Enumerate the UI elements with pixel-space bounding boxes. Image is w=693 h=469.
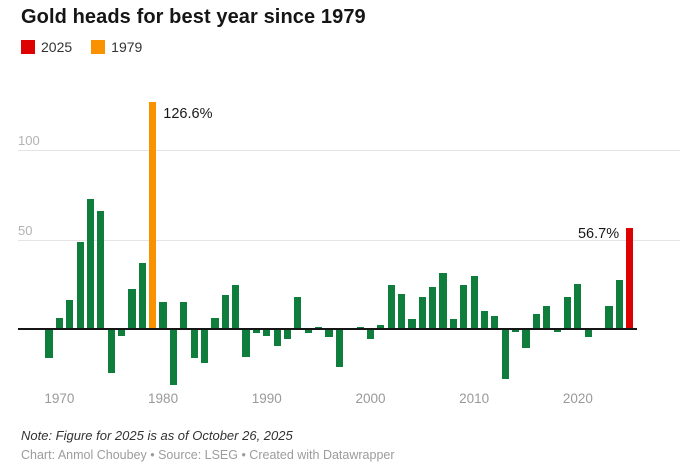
bar-1977[interactable] <box>128 288 136 329</box>
zero-baseline <box>18 328 638 330</box>
bar-2011[interactable] <box>480 310 489 329</box>
bar-2019[interactable] <box>563 296 572 329</box>
bar-2004[interactable] <box>408 319 416 329</box>
bar-2002[interactable] <box>387 284 395 329</box>
bar-1984[interactable] <box>200 329 209 364</box>
bar-1969[interactable] <box>45 329 53 359</box>
bar-1980[interactable] <box>159 301 167 329</box>
bar-1992[interactable] <box>283 329 292 340</box>
bar-2006[interactable] <box>429 287 437 329</box>
legend-label-1979: 1979 <box>111 39 143 55</box>
bar-2023[interactable] <box>605 305 613 329</box>
bar-2007[interactable] <box>439 272 447 329</box>
bar-1997[interactable] <box>335 329 343 368</box>
y-axis-tick-50: 50 <box>18 222 33 238</box>
bar-2008[interactable] <box>449 318 458 329</box>
legend-label-2025: 2025 <box>41 39 73 55</box>
bar-1981[interactable] <box>169 329 178 386</box>
bar-2017[interactable] <box>543 305 551 329</box>
bar-1973[interactable] <box>86 198 95 329</box>
bar-2014[interactable] <box>512 329 520 333</box>
bar-2009[interactable] <box>460 285 468 329</box>
annotation-2025: 56.7% <box>577 225 620 242</box>
bar-2021[interactable] <box>584 329 592 337</box>
legend-item-1979[interactable]: 1979 <box>91 39 142 55</box>
bar-1986[interactable] <box>221 294 229 329</box>
x-axis-tick-1990: 1990 <box>251 391 282 406</box>
bar-1972[interactable] <box>76 241 84 329</box>
bar-1976[interactable] <box>117 329 126 337</box>
bar-2020[interactable] <box>574 284 582 329</box>
x-axis-tick-2000: 2000 <box>355 391 386 406</box>
y-axis-tick-100: 100 <box>18 133 40 148</box>
bar-1979[interactable] <box>149 102 157 329</box>
bar-2010[interactable] <box>470 275 478 329</box>
x-axis-tick-1970: 1970 <box>44 391 75 406</box>
bar-2024[interactable] <box>615 280 623 329</box>
legend-swatch-2025 <box>21 40 35 54</box>
bar-2001[interactable] <box>377 324 385 329</box>
bar-2005[interactable] <box>418 297 426 329</box>
bar-1994[interactable] <box>304 329 312 333</box>
legend: 2025 1979 <box>21 39 161 55</box>
bar-2018[interactable] <box>553 329 561 332</box>
chart-title: Gold heads for best year since 1979 <box>21 6 366 28</box>
bar-1978[interactable] <box>138 262 146 329</box>
bar-1989[interactable] <box>252 329 260 333</box>
bar-2003[interactable] <box>397 294 406 329</box>
chart-note: Note: Figure for 2025 is as of October 2… <box>21 428 293 443</box>
bar-1985[interactable] <box>211 318 219 329</box>
bar-1988[interactable] <box>242 329 250 358</box>
bar-2015[interactable] <box>522 329 530 348</box>
bar-2016[interactable] <box>532 313 540 329</box>
bar-1987[interactable] <box>232 285 240 329</box>
bar-1991[interactable] <box>273 329 281 346</box>
legend-swatch-1979 <box>91 40 106 54</box>
bar-2012[interactable] <box>491 316 499 329</box>
bar-1990[interactable] <box>263 329 271 336</box>
x-axis-tick-2020: 2020 <box>562 391 593 406</box>
x-axis-tick-2010: 2010 <box>459 391 490 406</box>
bar-1971[interactable] <box>66 299 74 329</box>
bar-1993[interactable] <box>294 297 302 329</box>
bar-1970[interactable] <box>55 318 63 329</box>
x-axis-tick-1980: 1980 <box>148 391 179 406</box>
bar-2025[interactable] <box>626 227 634 329</box>
annotation-1979: 126.6% <box>163 106 213 123</box>
gridline-y-100 <box>18 150 680 151</box>
gridline-y-50 <box>18 239 680 241</box>
legend-item-2025[interactable]: 2025 <box>21 39 72 55</box>
bar-2000[interactable] <box>366 329 375 339</box>
bar-1983[interactable] <box>190 329 198 359</box>
chart-credit: Chart: Anmol Choubey • Source: LSEG • Cr… <box>21 448 395 462</box>
bar-1982[interactable] <box>180 302 188 329</box>
bar-1975[interactable] <box>107 329 115 374</box>
bar-2013[interactable] <box>501 329 509 380</box>
bar-1996[interactable] <box>325 329 333 338</box>
bar-1974[interactable] <box>97 210 105 329</box>
